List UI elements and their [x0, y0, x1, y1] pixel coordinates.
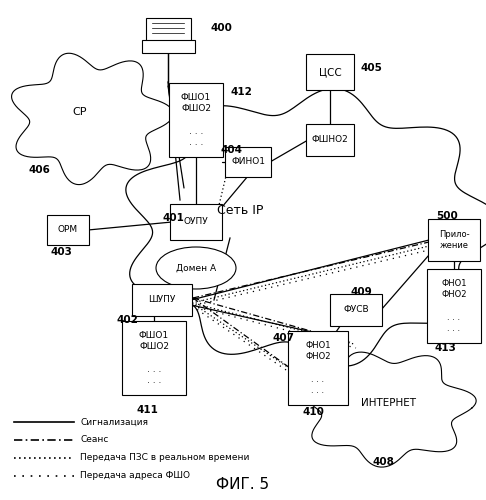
Polygon shape [12, 54, 174, 184]
FancyBboxPatch shape [330, 294, 382, 326]
FancyBboxPatch shape [141, 40, 194, 52]
FancyBboxPatch shape [122, 321, 186, 395]
Text: Домен А: Домен А [176, 264, 216, 272]
FancyBboxPatch shape [288, 331, 348, 405]
Text: ФИГ. 5: ФИГ. 5 [216, 477, 270, 492]
FancyBboxPatch shape [47, 215, 89, 245]
Text: 410: 410 [302, 407, 324, 417]
Text: Сигнализация: Сигнализация [80, 418, 148, 426]
Text: 403: 403 [50, 247, 72, 257]
Ellipse shape [156, 247, 236, 289]
FancyBboxPatch shape [169, 83, 223, 157]
Text: 500: 500 [436, 211, 458, 221]
Text: ЦСС: ЦСС [319, 67, 341, 77]
FancyBboxPatch shape [132, 284, 192, 316]
Text: ФНО1
ФНО2

. . .
. . .: ФНО1 ФНО2 . . . . . . [305, 342, 331, 394]
Text: ФНО1
ФНО2

. . .
. . .: ФНО1 ФНО2 . . . . . . [441, 280, 467, 332]
Text: 401: 401 [162, 213, 184, 223]
Text: Передача адреса ФШО: Передача адреса ФШО [80, 472, 190, 480]
Text: 405: 405 [360, 63, 382, 73]
FancyBboxPatch shape [306, 54, 354, 90]
Text: ШУПУ: ШУПУ [148, 296, 175, 304]
Text: 411: 411 [136, 405, 158, 415]
Text: 412: 412 [230, 87, 252, 97]
Text: Передача ПЗС в реальном времени: Передача ПЗС в реальном времени [80, 454, 249, 462]
FancyBboxPatch shape [306, 124, 354, 156]
FancyBboxPatch shape [145, 18, 191, 40]
FancyBboxPatch shape [427, 269, 481, 343]
Text: 400: 400 [210, 23, 232, 33]
FancyBboxPatch shape [225, 147, 271, 177]
Text: 402: 402 [116, 315, 138, 325]
Text: ФШО1
ФШО2

. . .
. . .: ФШО1 ФШО2 . . . . . . [181, 94, 211, 146]
Polygon shape [303, 352, 476, 467]
Text: Сеть IP: Сеть IP [217, 204, 263, 216]
Text: ФУСВ: ФУСВ [343, 306, 369, 314]
Text: ФШНО2: ФШНО2 [312, 136, 348, 144]
Text: ФШО1
ФШО2

. . .
. . .: ФШО1 ФШО2 . . . . . . [139, 332, 169, 384]
Polygon shape [126, 88, 486, 366]
Text: 406: 406 [28, 165, 50, 175]
Text: СР: СР [73, 107, 87, 117]
Text: ОУПУ: ОУПУ [184, 218, 208, 226]
Text: ИНТЕРНЕТ: ИНТЕРНЕТ [361, 398, 416, 408]
Text: ОРМ: ОРМ [58, 226, 78, 234]
FancyBboxPatch shape [428, 219, 480, 261]
FancyBboxPatch shape [170, 204, 222, 240]
Text: 408: 408 [372, 457, 394, 467]
Text: Прило-
жение: Прило- жение [439, 230, 469, 250]
Text: 413: 413 [434, 343, 456, 353]
Text: 404: 404 [220, 145, 242, 155]
Text: 407: 407 [272, 333, 294, 343]
Text: 409: 409 [350, 287, 372, 297]
Text: Сеанс: Сеанс [80, 436, 108, 444]
Text: ФИНО1: ФИНО1 [231, 158, 265, 166]
